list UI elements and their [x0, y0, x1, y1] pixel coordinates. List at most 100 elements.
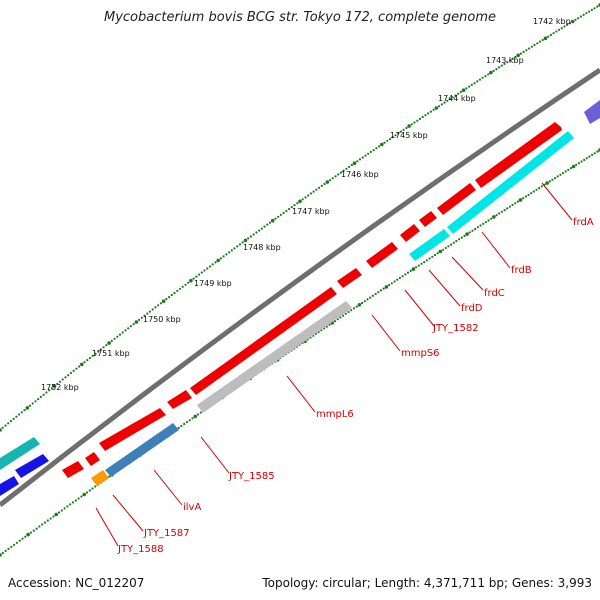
outer-ruler-dot [410, 123, 413, 126]
inner-ruler-dot [471, 229, 474, 232]
outer-ruler-dot [255, 231, 258, 234]
inner-ruler-dot [398, 276, 401, 280]
inner-ruler-dot [344, 312, 347, 315]
inner-ruler-dot [569, 167, 573, 170]
feature-purple-right[interactable] [584, 100, 600, 124]
outer-ruler-dot [487, 73, 490, 76]
outer-ruler-dot [105, 344, 108, 347]
outer-ruler-dot [334, 175, 337, 178]
outer-ruler-dot [176, 289, 179, 292]
inner-ruler-dot [524, 195, 528, 198]
gene-frdB[interactable] [437, 183, 476, 215]
outer-ruler-dot [42, 393, 45, 396]
gene-frdC[interactable] [419, 211, 437, 227]
outer-ruler-dot [328, 179, 332, 182]
feature-cyan-frdA[interactable] [447, 131, 574, 234]
inner-ruler-dot [503, 209, 506, 212]
inner-ruler-dot [585, 157, 588, 160]
outer-ruler-dot [1, 426, 4, 429]
outer-ruler-dot [315, 188, 318, 191]
outer-ruler-dot [320, 184, 323, 187]
feature-gray-mmpL6[interactable] [197, 301, 352, 413]
gene-frdA[interactable] [475, 122, 562, 188]
outer-ruler-dot [530, 45, 533, 48]
inner-ruler-dot [388, 284, 391, 287]
outer-ruler-dot [468, 85, 471, 88]
outer-ruler-dot [596, 5, 599, 8]
feature-teal-left[interactable] [0, 437, 40, 470]
label-JTY_1585: JTY_1585 [228, 471, 275, 482]
inner-ruler-dot [411, 267, 416, 271]
outer-ruler-dot [170, 293, 173, 297]
outer-ruler-dot [552, 32, 555, 35]
inner-ruler-dot [80, 495, 83, 498]
outer-ruler-dot [134, 320, 139, 324]
gene-JTY_1585[interactable] [167, 390, 192, 409]
inner-ruler-dot [71, 501, 75, 504]
outer-ruler-dot [432, 108, 435, 111]
inner-ruler-dot [369, 296, 372, 299]
outer-ruler-dot [132, 323, 135, 326]
inner-ruler-dot [450, 243, 453, 246]
feature-steelblue-ilvA[interactable] [105, 423, 179, 477]
outer-ruler-dot [0, 428, 2, 432]
outer-ruler-dot [80, 362, 84, 367]
inner-ruler-dot [185, 421, 189, 424]
gene-JTY_1588[interactable] [62, 461, 84, 478]
outer-ruler-dot [574, 18, 577, 21]
outer-ruler-dot [173, 291, 176, 295]
outer-ruler-dot [86, 359, 89, 362]
outer-ruler-dot [318, 186, 321, 189]
inner-ruler-dot [433, 253, 437, 257]
inner-ruler-dot [4, 549, 7, 553]
inner-ruler-dot [522, 197, 525, 200]
outer-ruler-dot [492, 69, 495, 72]
outer-ruler-dot [52, 384, 57, 388]
inner-ruler-dot [57, 511, 61, 514]
inner-ruler-dot [66, 505, 69, 508]
gene-JTY_1582[interactable] [366, 242, 398, 268]
outer-ruler-dot [325, 180, 330, 184]
inner-ruler-dot [355, 305, 358, 308]
gene-mmpS6[interactable] [337, 268, 362, 288]
feature-blue-left-2[interactable] [0, 476, 19, 496]
outer-ruler-dot [481, 76, 484, 79]
outer-ruler-dot [121, 331, 124, 334]
gene-ilvA[interactable] [99, 408, 166, 451]
ruler-labels: 1742 kbp 1743 kbp 1744 kbp 1745 kbp 1746… [41, 17, 571, 392]
outer-ruler-dot [277, 215, 280, 218]
gene-JTY_1587[interactable] [85, 452, 100, 466]
outer-ruler-dot [525, 49, 528, 52]
outer-ruler-dot [154, 306, 157, 309]
outer-ruler-dot [348, 165, 351, 168]
feature-orange-JTY_1587[interactable] [91, 470, 109, 486]
outer-ruler-dot [582, 13, 585, 16]
genome-summary-text: Topology: circular; Length: 4,371,711 bp… [262, 576, 592, 590]
outer-ruler-dot [225, 253, 228, 256]
inner-ruler-dot [554, 177, 557, 180]
outer-ruler-dot [440, 103, 443, 106]
inner-ruler-dot [366, 298, 369, 301]
outer-ruler-dot [337, 173, 340, 176]
inner-ruler-dot [350, 309, 353, 312]
inner-ruler-dot [415, 266, 418, 269]
inner-ruler-dot [428, 257, 431, 260]
gene-frdD[interactable] [400, 224, 420, 242]
inner-ruler-dot [35, 527, 38, 530]
inner-ruler-dot [487, 219, 490, 222]
inner-ruler-dot [559, 173, 562, 176]
outer-ruler-dot [260, 227, 263, 230]
feature-blue-left-1[interactable] [15, 454, 49, 478]
outer-ruler-dot [118, 333, 122, 336]
inner-ruler-dot [495, 214, 498, 217]
feature-cyan-frdB[interactable] [409, 229, 450, 261]
outer-ruler-dot [489, 70, 493, 75]
outer-ruler-dot [448, 98, 452, 101]
outer-ruler-dot [538, 40, 542, 43]
outer-ruler-dot [200, 271, 203, 274]
ruler-label-1742: 1742 kbp [533, 17, 571, 26]
reverse-genes [0, 100, 600, 496]
label-mmpL6: mmpL6 [316, 409, 354, 420]
gene-mmpL6[interactable] [190, 287, 337, 395]
outer-ruler-dot [367, 152, 370, 155]
